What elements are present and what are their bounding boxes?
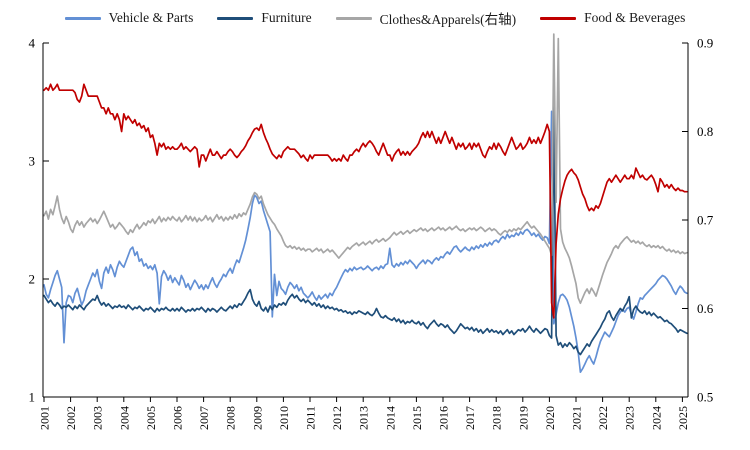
x-axis-year-label: 2021 <box>570 406 584 430</box>
x-axis-year-label: 2023 <box>623 406 637 430</box>
x-axis-year-label: 2006 <box>171 406 185 430</box>
chart-legend: Vehicle & Parts Furniture Clothes&Appare… <box>0 8 750 28</box>
y-axis-right-label: 0.9 <box>697 36 713 51</box>
y-axis-right-label: 0.7 <box>697 213 714 228</box>
series-line-0-vehicle-parts <box>43 110 688 374</box>
legend-label-food-beverages: Food & Beverages <box>584 10 686 25</box>
series-line-3-food-beverages <box>43 83 688 319</box>
x-axis-year-label: 2012 <box>330 406 344 430</box>
legend-label-furniture: Furniture <box>261 10 312 25</box>
y-axis-right-label: 0.6 <box>697 301 714 316</box>
x-axis-year-label: 2018 <box>490 406 504 430</box>
legend-label-clothes-apparels: Clothes&Apparels(右轴) <box>379 12 517 27</box>
y-axis-right-label: 0.8 <box>697 124 713 139</box>
legend-item-food-beverages: Food & Beverages <box>540 10 685 26</box>
y-axis-right-label: 0.5 <box>697 390 713 405</box>
x-axis-year-label: 2005 <box>144 406 158 430</box>
x-axis-year-label: 2001 <box>38 406 52 430</box>
y-axis-left-label: 3 <box>29 154 36 169</box>
x-axis-year-label: 2017 <box>463 406 477 430</box>
x-axis-year-label: 2004 <box>117 406 131 430</box>
legend-swatch-clothes-apparels-line-icon <box>335 16 372 20</box>
legend-swatch-food-beverages-line-icon <box>540 16 577 20</box>
x-axis-year-label: 2009 <box>250 406 264 430</box>
x-axis-year-label: 2011 <box>304 406 318 430</box>
legend-label-vehicle-parts: Vehicle & Parts <box>108 10 194 25</box>
x-axis-year-label: 2015 <box>410 406 424 430</box>
x-axis-year-label: 2003 <box>91 406 105 430</box>
legend-item-vehicle-parts: Vehicle & Parts <box>64 10 194 26</box>
x-axis-year-label: 2022 <box>596 406 610 430</box>
x-axis-year-label: 2002 <box>64 406 78 430</box>
series-line-2-clothes-apparels <box>43 33 688 305</box>
x-axis-year-label: 2013 <box>357 406 371 430</box>
x-axis-year-label: 2010 <box>277 406 291 430</box>
x-axis-year-label: 2024 <box>649 406 663 430</box>
x-axis-year-label: 2008 <box>224 406 238 430</box>
legend-item-clothes-apparels: Clothes&Apparels(右轴) <box>335 8 517 28</box>
x-axis-year-label: 2007 <box>197 406 211 430</box>
x-axis-year-label: 2019 <box>516 406 530 430</box>
legend-swatch-furniture-line-icon <box>217 16 254 20</box>
y-axis-left-label: 2 <box>29 272 36 287</box>
y-axis-left-label: 4 <box>29 36 36 51</box>
x-axis-year-label: 2016 <box>437 406 451 430</box>
y-axis-left-label: 1 <box>29 390 36 405</box>
series-line-1-furniture <box>43 103 688 356</box>
legend-swatch-vehicle-parts-line-icon <box>64 16 101 20</box>
x-axis-year-label: 2025 <box>676 406 690 430</box>
legend-item-furniture: Furniture <box>217 10 312 26</box>
x-axis-year-label: 2014 <box>383 406 397 430</box>
x-axis-year-label: 2020 <box>543 406 557 430</box>
